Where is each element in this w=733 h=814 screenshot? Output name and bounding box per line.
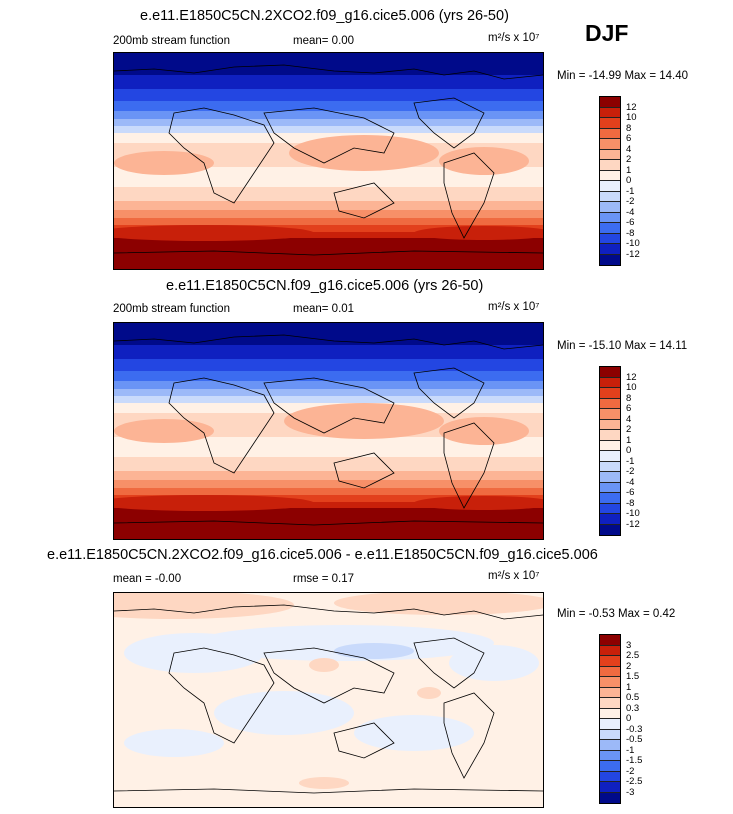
colorbar-tick-label: -1 xyxy=(626,185,635,197)
panel1-colorbar xyxy=(599,96,621,266)
colorbar-tick-label: -6 xyxy=(626,487,635,498)
colorbar-tick-label: -10 xyxy=(626,238,640,249)
colorbar-tick-label: 1.5 xyxy=(626,671,640,682)
colorbar-tick-label: 6 xyxy=(626,403,632,414)
colorbar-tick-label: -0.3 xyxy=(626,723,643,735)
panel2-mean-label: mean= 0.01 xyxy=(293,303,355,315)
colorbar-tick-label: 1 xyxy=(626,164,632,176)
panel2-contour-field xyxy=(114,323,543,539)
colorbar-tick-label: 2 xyxy=(626,154,632,165)
colorbar-tick-label: -3 xyxy=(626,786,635,798)
panel1-title: e.e11.E1850C5CN.2XCO2.f09_g16.cice5.006 … xyxy=(140,8,509,24)
season-label: DJF xyxy=(585,20,629,46)
colorbar-tick-label: 0.3 xyxy=(626,702,640,714)
panel1-contour-field xyxy=(114,53,543,269)
colorbar-tick-label: 12 xyxy=(626,101,637,113)
colorbar-tick-label: 6 xyxy=(626,133,632,144)
panel3-map xyxy=(113,592,544,808)
colorbar-tick-label: 8 xyxy=(626,122,632,134)
colorbar-tick-label: -1 xyxy=(626,455,635,467)
colorbar-tick-label: 1 xyxy=(626,681,632,693)
panel2-variable-label: 200mb stream function xyxy=(113,303,230,315)
colorbar-tick-label: 2.5 xyxy=(626,650,640,661)
colorbar-tick-label: -12 xyxy=(626,518,640,530)
panel3-rmse-label: rmse = 0.17 xyxy=(293,573,355,585)
panel1-minmax: Min = -14.99 Max = 14.40 xyxy=(557,70,689,82)
colorbar-tick-label: -2 xyxy=(626,196,635,207)
panel3-minmax: Min = -0.53 Max = 0.42 xyxy=(557,608,676,620)
colorbar-tick-label: -8 xyxy=(626,497,635,509)
colorbar-tick-label: 12 xyxy=(626,371,637,383)
colorbar-tick-label: -0.5 xyxy=(626,734,643,745)
panel3-units-label: m²/s x 10⁷ xyxy=(488,570,540,582)
colorbar-tick-label: -4 xyxy=(626,476,635,488)
panel1-units-label: m²/s x 10⁷ xyxy=(488,32,540,44)
colorbar-tick-label: 0.5 xyxy=(626,692,640,703)
panel2-units-label: m²/s x 10⁷ xyxy=(488,301,540,313)
colorbar-tick-label: -1 xyxy=(626,744,635,756)
colorbar-tick-label: 10 xyxy=(626,112,637,123)
panel3-colorbar xyxy=(599,634,621,804)
colorbar-tick-label: 0 xyxy=(626,445,632,456)
colorbar-tick-label: -10 xyxy=(626,508,640,519)
panel1-variable-label: 200mb stream function xyxy=(113,35,230,47)
panel2-title: e.e11.E1850C5CN.f09_g16.cice5.006 (yrs 2… xyxy=(166,278,484,294)
colorbar-tick-label: 2 xyxy=(626,660,632,672)
colorbar-tick-label: 1 xyxy=(626,434,632,446)
colorbar-tick-label: -8 xyxy=(626,227,635,239)
colorbar-tick-label: 2 xyxy=(626,424,632,435)
panel2-map xyxy=(113,322,544,540)
colorbar-tick-label: -6 xyxy=(626,217,635,228)
panel3-mean-label: mean = -0.00 xyxy=(113,573,182,585)
panel1-mean-label: mean= 0.00 xyxy=(293,35,355,47)
colorbar-tick-label: 0 xyxy=(626,713,632,724)
colorbar-tick-label: 0 xyxy=(626,175,632,186)
colorbar-tick-label: 4 xyxy=(626,413,632,425)
colorbar-tick-label: -4 xyxy=(626,206,635,218)
colorbar-tick-label: -12 xyxy=(626,248,640,260)
panel2-colorbar xyxy=(599,366,621,536)
panel1-map xyxy=(113,52,544,270)
colorbar-tick-label: 4 xyxy=(626,143,632,155)
panel3-contour-field xyxy=(114,593,543,807)
panel3-title: e.e11.E1850C5CN.2XCO2.f09_g16.cice5.006 … xyxy=(47,547,598,563)
colorbar-tick-label: -2.5 xyxy=(626,776,643,787)
colorbar-tick-label: 3 xyxy=(626,639,632,651)
colorbar-tick-label: 8 xyxy=(626,392,632,404)
colorbar-tick-label: 10 xyxy=(626,382,637,393)
panel2-minmax: Min = -15.10 Max = 14.11 xyxy=(557,340,688,352)
colorbar-tick-label: -2 xyxy=(626,466,635,477)
colorbar-tick-label: -2 xyxy=(626,765,635,777)
colorbar-tick-label: -1.5 xyxy=(626,755,643,766)
